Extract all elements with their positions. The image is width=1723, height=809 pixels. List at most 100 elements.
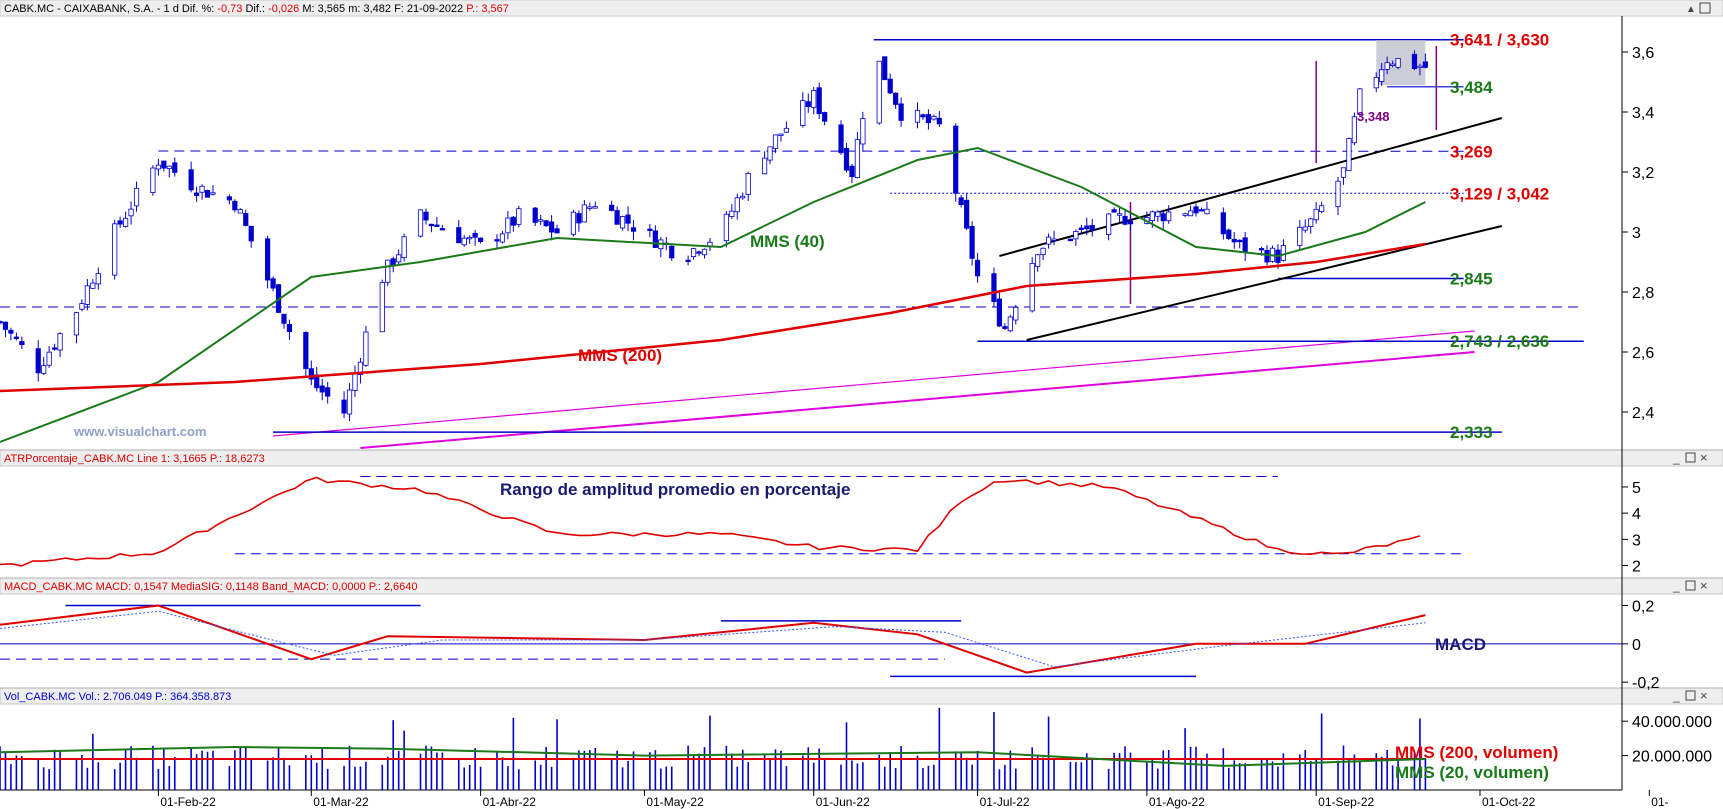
candle-body: [8, 329, 14, 334]
candle-body: [652, 230, 658, 248]
candle-body: [1242, 237, 1248, 253]
header-segment: -0,73: [217, 3, 242, 15]
candle-body: [303, 331, 309, 370]
candle-body: [860, 118, 866, 145]
candle-body: [936, 117, 942, 125]
candle-body: [237, 209, 243, 214]
x-tick-label: 01-Feb-22: [160, 795, 216, 809]
candle-body: [73, 312, 80, 336]
candle-body: [630, 227, 637, 232]
candle-body: [1280, 245, 1287, 261]
candle-body: [379, 281, 385, 333]
candle-body: [767, 146, 773, 161]
candle-body: [1089, 224, 1095, 231]
volume-mms20-line: [0, 745, 1426, 767]
minimize-icon: _: [1672, 579, 1680, 593]
candle-body: [133, 187, 140, 207]
candle-body: [128, 208, 134, 217]
candle-body: [1002, 326, 1008, 329]
candle-body: [477, 237, 484, 242]
y-tick-label: -0,2: [1632, 675, 1660, 692]
candle-body: [843, 148, 850, 171]
candle-body: [816, 87, 822, 115]
candle-body: [701, 248, 708, 256]
candle-body: [439, 228, 445, 231]
minimize-icon: _: [1672, 689, 1680, 703]
candle-body: [265, 238, 271, 281]
candle-body: [887, 78, 893, 94]
candle-body: [625, 214, 631, 224]
candle-body: [79, 303, 85, 310]
atr-annotation: Rango de amplitud promedio en porcentaje: [500, 480, 850, 499]
candle-body: [1040, 247, 1046, 256]
candle-body: [1187, 210, 1194, 217]
x-tick-label: 01-Jun-22: [816, 795, 870, 809]
candle-body: [964, 199, 970, 229]
candle-body: [1182, 213, 1188, 216]
candle-body: [581, 204, 587, 223]
candle-body: [1166, 211, 1172, 222]
restore-icon: [1685, 690, 1696, 701]
candle-body: [958, 197, 964, 206]
candle-body: [761, 157, 768, 175]
y-tick-label: 40.000.000: [1632, 714, 1712, 731]
y-tick-label: 5: [1632, 480, 1641, 497]
candle-body: [232, 200, 238, 211]
candle-body: [1193, 206, 1199, 214]
candle-body: [1155, 211, 1161, 217]
candle-body: [467, 236, 473, 240]
header-segment: P.: 3,567: [466, 3, 509, 15]
candle-body: [226, 196, 232, 201]
candle-body: [920, 114, 926, 118]
candle-body: [150, 167, 156, 193]
candle-body: [1127, 220, 1134, 225]
candle-body: [614, 210, 620, 225]
candle-body: [592, 206, 598, 209]
watermark: www.visualchart.com: [73, 424, 206, 439]
candle-body: [84, 285, 90, 305]
signal-line: [0, 610, 1426, 668]
candle-body: [155, 164, 161, 170]
level-label: 2,845: [1450, 270, 1493, 289]
candle-body: [248, 225, 254, 242]
candle-body: [1035, 254, 1041, 267]
candle-body: [1084, 225, 1090, 230]
x-tick-label: 01-Sep-22: [1318, 795, 1374, 809]
candle-body: [898, 103, 904, 121]
header-segment: CABK.MC - CAIXABANK, S.A. - 1 d: [4, 3, 182, 15]
candle-body: [1319, 205, 1325, 212]
pane-title-bar: [0, 0, 1723, 17]
candle-body: [166, 165, 172, 169]
candle-body: [1357, 88, 1363, 115]
candle-body: [1264, 249, 1270, 263]
candle-body: [931, 116, 937, 120]
candle-body: [1351, 116, 1357, 144]
consolidation-box: [1376, 40, 1426, 85]
candle-body: [90, 282, 96, 289]
magenta-trendline: [273, 330, 1475, 437]
candle-body: [1067, 238, 1074, 242]
candle-body: [417, 209, 424, 237]
candle-body: [1422, 61, 1428, 68]
candle-body: [1204, 208, 1210, 215]
candle-body: [811, 89, 817, 108]
candle-body: [778, 133, 784, 136]
candle-body: [1417, 65, 1423, 69]
candle-body: [1007, 316, 1013, 332]
candle-body: [19, 341, 25, 346]
y-tick-label: 3,4: [1632, 105, 1654, 122]
level-label: 2,333: [1450, 423, 1493, 442]
candle-body: [996, 298, 1003, 327]
candle-body: [1373, 76, 1379, 89]
candle-body: [363, 331, 369, 366]
candle-body: [46, 351, 52, 366]
candle-body: [401, 236, 407, 259]
candle-body: [1313, 208, 1319, 221]
candle-body: [1029, 262, 1035, 312]
restore-icon: [1685, 452, 1696, 463]
candle-body: [385, 259, 391, 283]
y-tick-label: 2,4: [1632, 405, 1654, 422]
candle-body: [472, 232, 478, 238]
candle-body: [494, 239, 500, 242]
